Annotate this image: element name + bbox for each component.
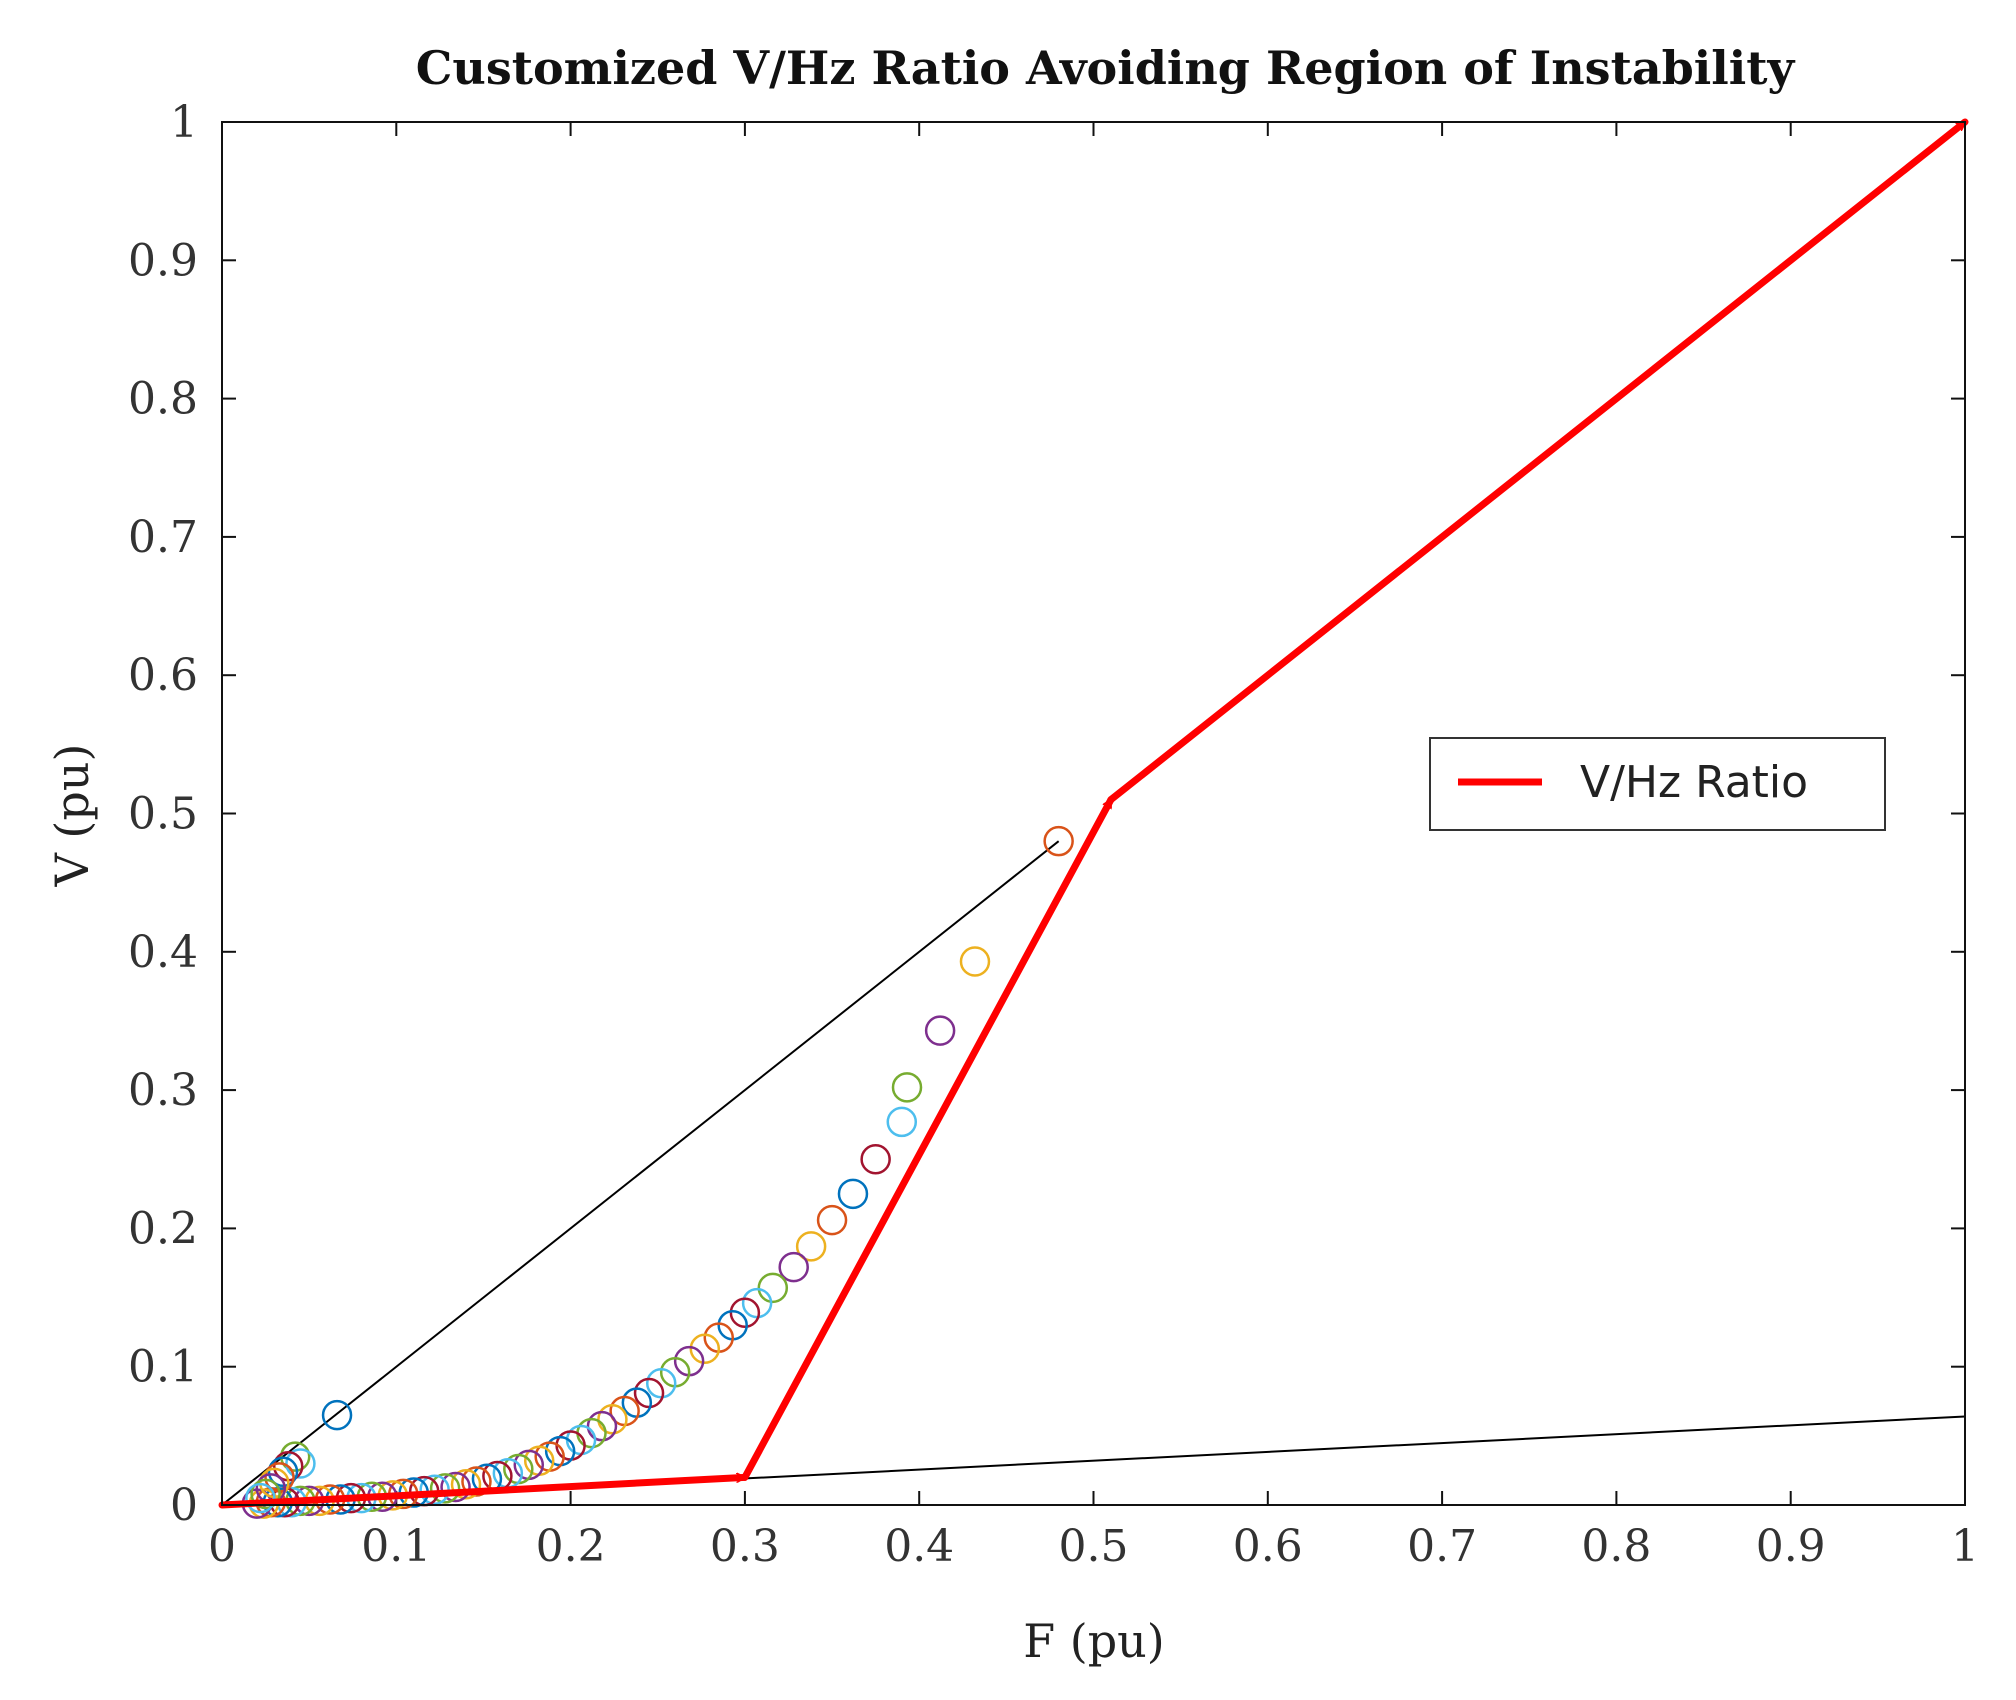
scatter-point [886, 1106, 918, 1138]
tick-labels: 0 0.1 0.2 0.3 0.4 0.5 0.6 0.7 0.8 0.9 1 0 0.1 0.2 0.3 0… [128, 97, 1979, 1572]
scatter-point [250, 1478, 281, 1510]
scatter-point [555, 1430, 586, 1461]
y-axis-label: V (pu) [45, 744, 99, 888]
y-tick-label: 0 [170, 1480, 198, 1531]
scatter-markers [241, 825, 1074, 1519]
scatter-point [689, 1333, 721, 1364]
y-tick-label: 0.4 [128, 927, 198, 978]
x-tick-label: 0.3 [710, 1521, 780, 1572]
x-tick-label: 0 [208, 1521, 236, 1572]
scatter-point [576, 1417, 607, 1449]
vhz-ratio-segment [218, 1477, 749, 1509]
scatter-point [860, 1144, 891, 1175]
scatter-point [267, 1456, 299, 1488]
scatter-point [633, 1377, 665, 1409]
x-tick-label: 1 [1951, 1521, 1979, 1572]
scatter-point [778, 1251, 809, 1283]
scatter-point [285, 1448, 316, 1479]
scatter-point [891, 1072, 923, 1103]
scatter-point [837, 1178, 869, 1210]
vhz-ratio-segment [1107, 118, 1969, 804]
boundary-lines [221, 840, 1966, 1506]
scatter-point [450, 1469, 482, 1500]
scatter-point [565, 1424, 597, 1456]
scatter-point [959, 946, 991, 977]
x-axis-label: F (pu) [1023, 1614, 1165, 1668]
scatter-point [757, 1272, 789, 1304]
scatter-point [1043, 825, 1074, 857]
legend-label: V/Hz Ratio [1580, 757, 1808, 808]
x-tick-label: 0.6 [1233, 1521, 1303, 1572]
y-tick-label: 0.9 [128, 235, 198, 286]
scatter-point [429, 1473, 461, 1504]
y-tick-label: 0.2 [128, 1203, 198, 1254]
scatter-point [461, 1466, 492, 1497]
scatter-point [729, 1297, 761, 1329]
y-tick-label: 0.8 [128, 374, 198, 425]
x-tick-label: 0.8 [1581, 1521, 1651, 1572]
scatter-point [924, 1015, 956, 1046]
y-tick-label: 0.7 [128, 512, 198, 563]
y-tick-label: 0.5 [128, 789, 198, 840]
scatter-point [597, 1404, 628, 1435]
x-tick-label: 0.4 [884, 1521, 954, 1572]
scatter-point [816, 1204, 848, 1236]
scatter-point [586, 1410, 618, 1442]
boundary-line [221, 840, 1060, 1506]
scatter-point [321, 1399, 353, 1431]
scatter-point [795, 1231, 827, 1262]
x-tick-label: 0.1 [361, 1521, 431, 1572]
y-tick-label: 0.1 [128, 1342, 198, 1393]
scatter-point [440, 1471, 471, 1503]
chart-title: Customized V/Hz Ratio Avoiding Region of… [416, 41, 1796, 95]
legend: V/Hz Ratio [1429, 737, 1886, 831]
scatter-point [741, 1287, 773, 1319]
scatter-point [245, 1482, 276, 1514]
x-tick-label: 0.2 [536, 1521, 606, 1572]
plot-frame [221, 121, 1966, 1506]
y-tick-label: 0.3 [128, 1065, 198, 1116]
y-tick-label: 1 [170, 97, 198, 148]
x-tick-label: 0.9 [1756, 1521, 1826, 1572]
x-tick-label: 0.7 [1407, 1521, 1477, 1572]
scatter-point [279, 1441, 311, 1472]
y-tick-label: 0.6 [128, 650, 198, 701]
x-tick-label: 0.5 [1059, 1521, 1129, 1572]
vhz-ratio-segment [741, 796, 1115, 1481]
vhz-ratio-path [218, 118, 1969, 1509]
